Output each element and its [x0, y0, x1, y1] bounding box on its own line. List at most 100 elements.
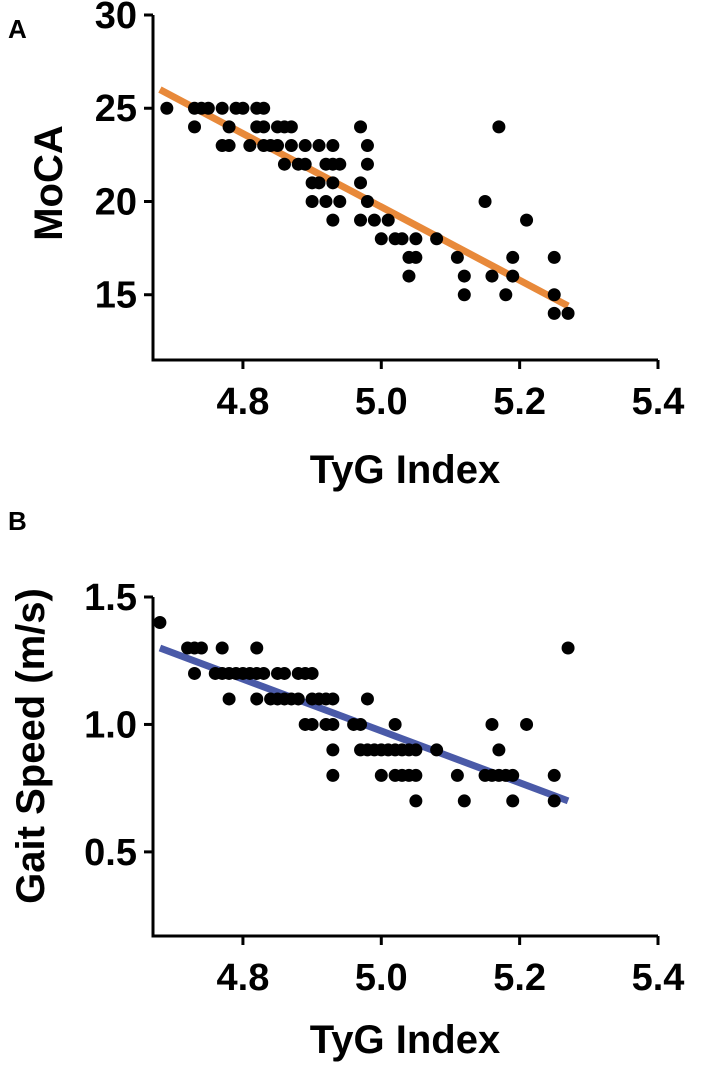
panel-a-data-point — [257, 120, 271, 134]
panel-a-data-point — [478, 194, 492, 208]
panel-a-data-point — [354, 120, 368, 134]
panel-a-data-point — [409, 250, 423, 264]
panel-a-data-point — [326, 176, 340, 190]
panel-a-points — [160, 101, 575, 320]
panel-b-data-point — [520, 717, 534, 731]
panel-a-data-point — [160, 101, 174, 115]
panel-a-ticks: 4.8 5.0 5.2 5.4 15 20 25 30 — [95, 0, 685, 423]
panel-b-data-point — [374, 768, 388, 782]
panel-b-data-point — [326, 768, 340, 782]
panel-a-data-point — [430, 232, 444, 246]
panel-b-x-tick-label: 5.2 — [493, 957, 546, 999]
panel-a-x-tick-label: 5.4 — [632, 381, 685, 423]
panel-a-data-point — [485, 269, 499, 283]
panel-a-data-point — [319, 194, 333, 208]
panel-a-data-point — [243, 139, 257, 153]
panel-b-data-point — [506, 794, 520, 808]
panel-a-label: A — [8, 14, 27, 44]
panel-a-data-point — [284, 120, 298, 134]
panel-a-x-axis-label: TyG Index — [310, 448, 500, 492]
panel-a-data-point — [367, 213, 381, 227]
panel-b-data-point — [388, 717, 402, 731]
panel-b-data-point — [222, 692, 236, 706]
panel-a-data-point — [215, 101, 229, 115]
panel-a-data-point — [188, 120, 202, 134]
panel-b-data-point — [409, 768, 423, 782]
panel-a-data-point — [333, 157, 347, 171]
panel-a-data-point — [360, 139, 374, 153]
panel-b-points — [153, 615, 575, 808]
panel-a-data-point — [298, 157, 312, 171]
panel-a-y-axis-label: MoCA — [27, 125, 71, 241]
panel-a-data-point — [360, 157, 374, 171]
panel-a-data-point — [326, 139, 340, 153]
panel-a-data-point — [312, 139, 326, 153]
panel-b-data-point — [326, 717, 340, 731]
panel-a-y-tick-label: 20 — [95, 181, 137, 223]
panel-b-data-point — [194, 641, 208, 655]
panel-b-data-point — [547, 794, 561, 808]
panel-b-y-tick-label: 0.5 — [84, 832, 137, 874]
panel-b-y-tick-label: 1.5 — [84, 577, 137, 619]
panel-a-y-tick-label: 30 — [95, 0, 137, 37]
panel-b-data-point — [291, 692, 305, 706]
panel-a-data-point — [312, 176, 326, 190]
panel-a-data-point — [499, 288, 513, 302]
panel-a-data-point — [354, 213, 368, 227]
panel-b-data-point — [305, 717, 319, 731]
panel-b-data-point — [250, 641, 264, 655]
panel-a-data-point — [257, 101, 271, 115]
panel-a-data-point — [222, 139, 236, 153]
panel-a-data-point — [409, 232, 423, 246]
panel-a-data-point — [395, 232, 409, 246]
panel-a-y-tick-label: 25 — [95, 88, 137, 130]
panel-b-data-point — [277, 666, 291, 680]
panel-b-y-tick-label: 1.0 — [84, 704, 137, 746]
panel-a-data-point — [354, 176, 368, 190]
panel-b-data-point — [326, 692, 340, 706]
panel-b-ticks: 4.8 5.0 5.2 5.4 0.5 1.0 1.5 — [84, 577, 684, 999]
panel-b-data-point — [305, 666, 319, 680]
panel-a-data-point — [277, 157, 291, 171]
panel-a-data-point — [520, 213, 534, 227]
panel-b-data-point — [450, 768, 464, 782]
panel-a-data-point — [360, 194, 374, 208]
panel-a-axes — [151, 15, 658, 362]
panel-a-data-point — [457, 269, 471, 283]
panel-b-data-point — [188, 666, 202, 680]
panel-b-data-point — [430, 743, 444, 757]
panel-a: A MoCA TyG Index 4.8 5.0 5.2 5.4 15 20 25 30 — [8, 0, 684, 492]
panel-a-data-point — [333, 194, 347, 208]
panel-b-data-point — [354, 717, 368, 731]
panel-b-data-point — [485, 717, 499, 731]
panel-a-data-point — [374, 232, 388, 246]
panel-a-data-point — [271, 139, 285, 153]
panel-a-data-point — [236, 101, 250, 115]
panel-a-data-point — [305, 194, 319, 208]
panel-a-data-point — [284, 139, 298, 153]
panel-a-data-point — [506, 269, 520, 283]
panel-a-data-point — [547, 306, 561, 320]
panel-b-label: B — [8, 506, 27, 536]
panel-a-x-tick-label: 5.0 — [355, 381, 408, 423]
panel-a-data-point — [201, 101, 215, 115]
panel-a-x-tick-label: 5.2 — [493, 381, 546, 423]
panel-b-data-point — [153, 615, 167, 629]
panel-b: B Gait Speed (m/s) TyG Index 4.8 5.0 5.2 5.… — [8, 506, 684, 1062]
panel-b-data-point — [561, 641, 575, 655]
panel-a-data-point — [506, 250, 520, 264]
panel-a-data-point — [326, 213, 340, 227]
panel-b-data-point — [257, 666, 271, 680]
panel-a-data-point — [450, 250, 464, 264]
panel-b-x-tick-label: 5.4 — [632, 957, 685, 999]
panel-b-data-point — [457, 794, 471, 808]
panel-a-data-point — [547, 288, 561, 302]
panel-a-data-point — [298, 139, 312, 153]
panel-a-y-tick-label: 15 — [95, 275, 137, 317]
panel-a-data-point — [222, 120, 236, 134]
panel-b-data-point — [409, 794, 423, 808]
panel-b-data-point — [409, 743, 423, 757]
panel-b-data-point — [506, 768, 520, 782]
